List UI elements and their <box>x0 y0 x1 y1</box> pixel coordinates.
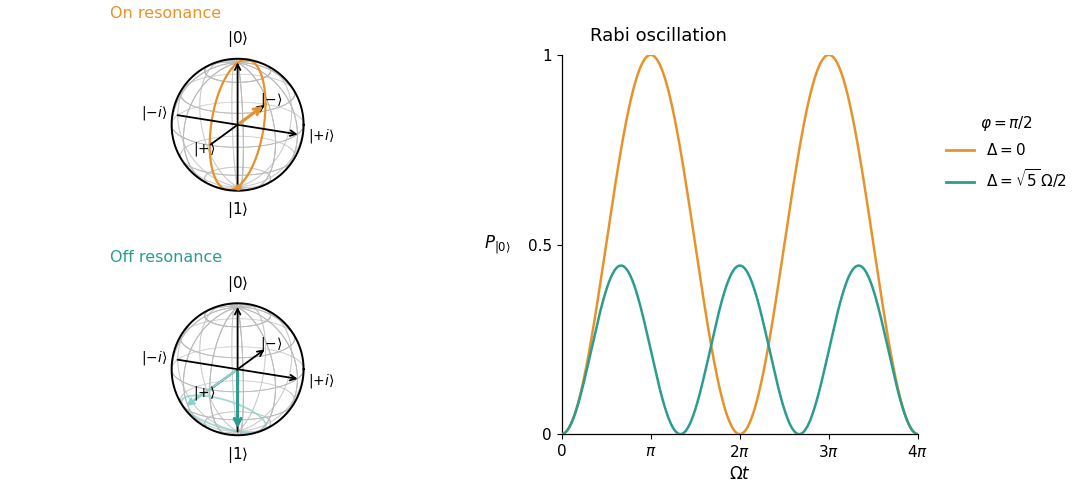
Text: $|{-}\rangle$: $|{-}\rangle$ <box>260 335 283 353</box>
X-axis label: $\Omega t$: $\Omega t$ <box>729 466 751 484</box>
Y-axis label: $P_{|0\rangle}$: $P_{|0\rangle}$ <box>484 234 511 255</box>
Text: $|{+}i\rangle$: $|{+}i\rangle$ <box>308 372 335 390</box>
Text: $|{-}i\rangle$: $|{-}i\rangle$ <box>140 349 167 367</box>
Legend: $\Delta = 0$, $\Delta = \sqrt{5}\,\Omega/2$: $\Delta = 0$, $\Delta = \sqrt{5}\,\Omega… <box>940 108 1072 197</box>
Text: $|0\rangle$: $|0\rangle$ <box>227 29 248 49</box>
Text: $|{-}\rangle$: $|{-}\rangle$ <box>260 91 283 109</box>
Text: $|{+}i\rangle$: $|{+}i\rangle$ <box>308 127 335 145</box>
Text: Off resonance: Off resonance <box>110 250 222 265</box>
Text: $|{+}\rangle$: $|{+}\rangle$ <box>193 384 216 402</box>
Text: $|{+}\rangle$: $|{+}\rangle$ <box>193 140 216 158</box>
Text: $|{-}i\rangle$: $|{-}i\rangle$ <box>140 104 167 122</box>
Text: $|1\rangle$: $|1\rangle$ <box>227 201 248 221</box>
Text: On resonance: On resonance <box>110 5 221 20</box>
Text: $|0\rangle$: $|0\rangle$ <box>227 273 248 293</box>
Text: Rabi oscillation: Rabi oscillation <box>590 27 727 45</box>
Text: $|1\rangle$: $|1\rangle$ <box>227 445 248 465</box>
